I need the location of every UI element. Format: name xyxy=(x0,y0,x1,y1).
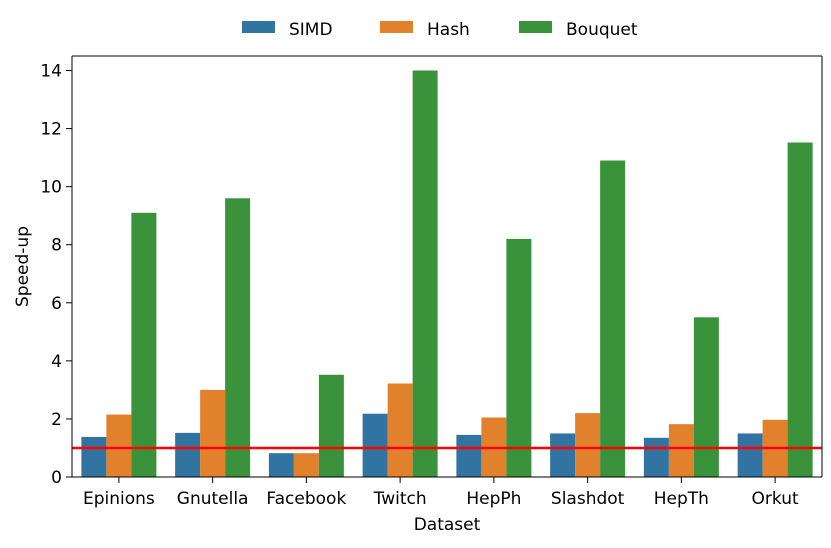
x-tick-label: Slashdot xyxy=(551,489,625,509)
bar-hash-hepth xyxy=(668,424,694,477)
y-tick-label: 4 xyxy=(51,352,62,372)
legend-swatch-simd xyxy=(242,21,275,33)
x-tick-label: Gnutella xyxy=(177,489,249,509)
bar-bouquet-epinions xyxy=(131,212,157,478)
bar-bouquet-twitch xyxy=(412,70,438,477)
bar-bouquet-slashdot xyxy=(600,160,626,477)
legend-label-hash: Hash xyxy=(427,20,470,40)
y-tick-label: 0 xyxy=(51,468,62,488)
x-tick-label: HepTh xyxy=(654,489,709,509)
bar-bouquet-hepph xyxy=(506,238,532,477)
bar-simd-hepth xyxy=(643,437,669,477)
bar-hash-slashdot xyxy=(575,413,601,477)
y-tick-label: 10 xyxy=(40,178,62,198)
bar-bouquet-facebook xyxy=(318,374,344,477)
bar-simd-gnutella xyxy=(175,432,201,477)
x-tick-label: Orkut xyxy=(752,489,799,509)
legend-label-simd: SIMD xyxy=(289,20,333,40)
bar-simd-epinions xyxy=(81,436,107,477)
y-tick-label: 6 xyxy=(51,294,62,314)
legend-swatch-bouquet xyxy=(519,21,552,33)
x-tick-label: HepPh xyxy=(466,489,521,509)
legend-label-bouquet: Bouquet xyxy=(566,20,638,40)
x-tick-label: Epinions xyxy=(83,489,155,509)
bar-simd-facebook xyxy=(268,453,294,477)
bar-hash-epinions xyxy=(106,414,132,477)
bar-simd-twitch xyxy=(362,413,388,477)
y-tick-label: 12 xyxy=(40,120,62,140)
x-tick-label: Twitch xyxy=(373,489,427,509)
y-tick-label: 8 xyxy=(51,236,62,256)
x-tick-label: Facebook xyxy=(266,489,346,509)
y-axis-title: Speed-up xyxy=(13,226,33,307)
bar-bouquet-gnutella xyxy=(225,198,251,477)
bar-bouquet-hepth xyxy=(693,317,719,477)
bar-hash-gnutella xyxy=(200,389,226,477)
bar-simd-slashdot xyxy=(550,433,576,477)
legend-swatch-hash xyxy=(380,21,413,33)
bar-hash-twitch xyxy=(387,383,413,477)
x-axis-title: Dataset xyxy=(414,515,481,535)
y-tick-label: 2 xyxy=(51,410,62,430)
bar-simd-orkut xyxy=(737,433,763,477)
plot-area: 0 2 4 6 8 10 12 14 Epinions Gnutella Facebook Twitc… xyxy=(40,55,823,509)
y-tick-label: 14 xyxy=(40,62,62,82)
legend: SIMD Hash Bouquet xyxy=(242,20,638,40)
bar-bouquet-orkut xyxy=(787,142,813,477)
bar-hash-facebook xyxy=(293,453,319,477)
bar-simd-hepph xyxy=(456,434,482,477)
